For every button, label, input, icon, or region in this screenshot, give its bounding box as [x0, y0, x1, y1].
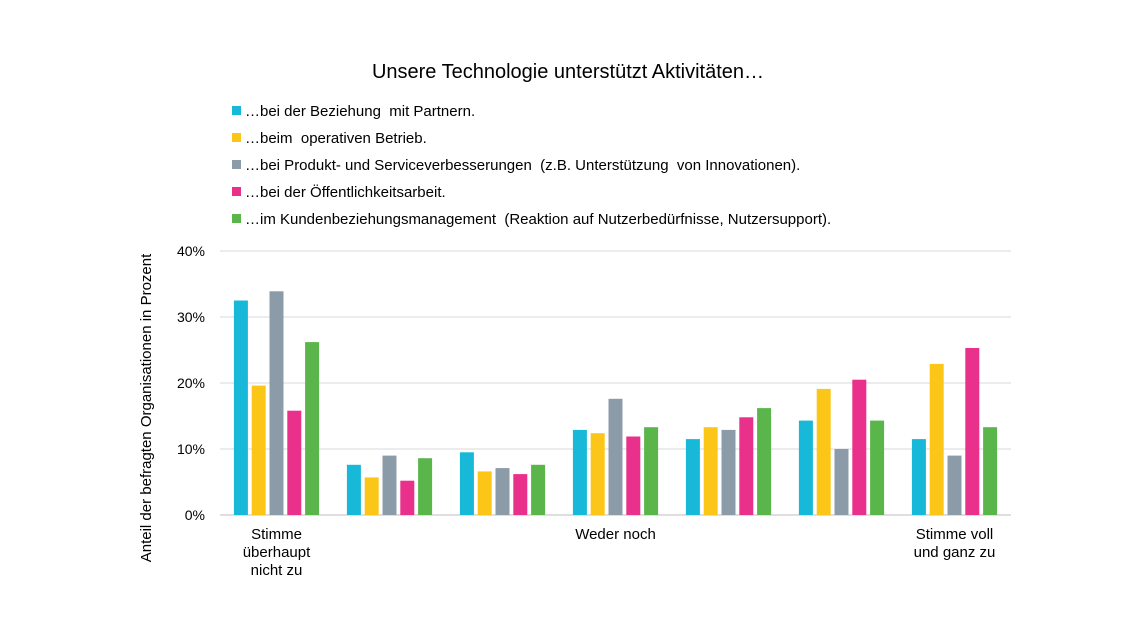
bar — [513, 474, 528, 515]
x-category-label: Stimme voll und ganz zu — [914, 526, 996, 561]
y-axis-label: Anteil der befragten Organisationen in P… — [138, 253, 155, 562]
bar — [965, 348, 980, 515]
chart-title: Unsere Technologie unterstützt Aktivität… — [372, 61, 764, 83]
bar — [703, 427, 718, 515]
legend-swatch — [232, 106, 241, 115]
x-axis-categories: Stimme überhaupt nicht zu Weder noch Stimme … — [243, 526, 996, 579]
legend-label: …beim operativen Betrieb. — [245, 130, 427, 147]
legend-swatch — [232, 187, 241, 196]
bar — [929, 363, 944, 515]
bar — [685, 439, 700, 515]
bar — [400, 480, 415, 515]
bar — [870, 420, 885, 515]
legend: …bei der Beziehung mit Partnern. …beim op… — [232, 103, 831, 228]
bar — [459, 452, 474, 515]
bar — [816, 388, 831, 515]
bar — [364, 477, 379, 515]
bar — [495, 468, 510, 515]
y-tick-label: 30% — [177, 309, 205, 325]
bar — [269, 291, 284, 515]
bars — [233, 291, 998, 515]
bar — [418, 458, 433, 515]
legend-swatch — [232, 214, 241, 223]
bar — [911, 439, 926, 515]
bar — [983, 427, 998, 515]
bar — [626, 436, 641, 515]
bar — [947, 455, 962, 515]
y-tick-label: 0% — [185, 507, 205, 523]
bar — [477, 471, 492, 515]
legend-label: …bei der Beziehung mit Partnern. — [245, 103, 475, 120]
x-category-label: Stimme überhaupt nicht zu — [243, 526, 311, 579]
bar — [757, 408, 772, 515]
bar — [251, 385, 266, 515]
bar — [608, 398, 623, 515]
bar — [531, 464, 546, 515]
bar — [287, 410, 302, 515]
y-tick-label: 10% — [177, 441, 205, 457]
legend-swatch — [232, 160, 241, 169]
bar — [798, 420, 813, 515]
bar — [382, 455, 397, 515]
bar — [644, 427, 659, 515]
y-axis-ticks: 0% 10% 20% 30% 40% — [177, 243, 205, 523]
bar — [739, 417, 754, 515]
bar — [834, 449, 849, 515]
y-tick-label: 20% — [177, 375, 205, 391]
bar — [572, 429, 587, 515]
x-category-label: Weder noch — [575, 526, 656, 543]
legend-label: …bei Produkt- und Serviceverbesserungen … — [245, 157, 800, 174]
bar — [305, 342, 320, 515]
bar — [346, 464, 361, 515]
bar — [721, 429, 736, 515]
y-tick-label: 40% — [177, 243, 205, 259]
bar — [852, 379, 867, 515]
legend-swatch — [232, 133, 241, 142]
legend-label: …bei der Öffentlichkeitsarbeit. — [245, 183, 446, 201]
bar — [233, 300, 248, 515]
bar — [590, 433, 605, 515]
legend-label: …im Kundenbeziehungsmanagement (Reaktion… — [245, 211, 831, 228]
